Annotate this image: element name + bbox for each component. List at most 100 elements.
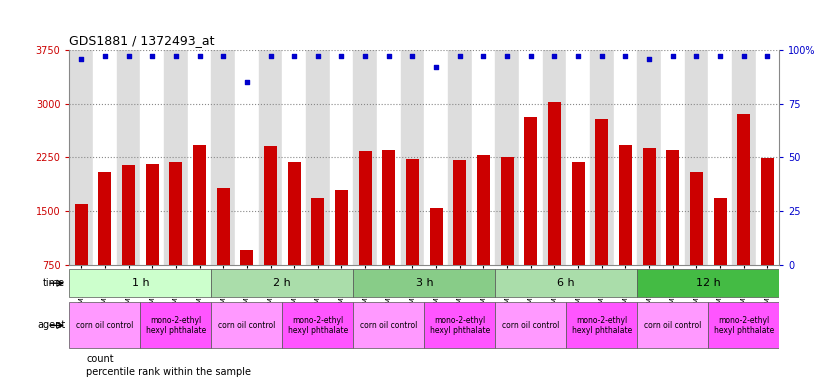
Bar [430,208,442,265]
Bar [637,50,661,265]
Point [737,53,750,60]
Bar [738,114,750,265]
Text: 6 h: 6 h [557,278,575,288]
Bar [353,50,377,265]
Bar [259,50,282,265]
Bar [472,50,495,265]
Text: corn oil control: corn oil control [360,321,418,330]
Bar [140,50,164,265]
Point [122,53,135,60]
Bar [211,270,353,297]
Bar [235,50,259,265]
Bar [306,50,330,265]
Point [75,55,87,61]
Point [453,53,466,60]
Bar [288,162,300,265]
Point [619,53,632,60]
Bar [211,50,235,265]
Bar [525,117,537,265]
Bar [708,303,779,349]
Point [240,79,253,85]
Bar [241,250,253,265]
Point [216,53,229,60]
Bar [619,144,632,265]
Point [500,53,513,60]
Bar [406,159,419,265]
Text: 12 h: 12 h [696,278,721,288]
Bar [217,188,229,265]
Bar [312,198,324,265]
Bar [359,151,371,265]
Point [169,53,182,60]
Bar [708,50,732,265]
Bar [424,50,448,265]
Bar [732,50,756,265]
Text: 3 h: 3 h [415,278,433,288]
Text: mono-2-ethyl
hexyl phthalate: mono-2-ethyl hexyl phthalate [430,316,490,335]
Point [666,53,679,60]
Bar [596,119,608,265]
Bar [424,303,495,349]
Bar [714,198,726,265]
Bar [519,50,543,265]
Point [311,53,324,60]
Text: mono-2-ethyl
hexyl phthalate: mono-2-ethyl hexyl phthalate [714,316,774,335]
Bar [170,162,182,265]
Bar [140,303,211,349]
Text: 2 h: 2 h [273,278,291,288]
Bar [637,303,708,349]
Point [690,53,703,60]
Bar [69,303,140,349]
Text: agent: agent [37,320,65,331]
Bar [477,155,490,265]
Bar [122,165,135,265]
Bar [566,303,637,349]
Bar [454,160,466,265]
Point [264,53,277,60]
Point [382,53,395,60]
Bar [566,50,590,265]
Point [193,53,206,60]
Text: corn oil control: corn oil control [218,321,276,330]
Bar [264,146,277,265]
Bar [146,164,158,265]
Bar [543,50,566,265]
Text: corn oil control: corn oil control [644,321,702,330]
Bar [637,270,779,297]
Text: mono-2-ethyl
hexyl phthalate: mono-2-ethyl hexyl phthalate [146,316,206,335]
Text: corn oil control: corn oil control [502,321,560,330]
Point [713,53,726,60]
Bar [661,50,685,265]
Bar [75,204,87,265]
Bar [335,190,348,265]
Point [335,53,348,60]
Bar [614,50,637,265]
Bar [69,50,93,265]
Point [524,53,537,60]
Bar [401,50,424,265]
Bar [193,145,206,265]
Text: count: count [86,354,114,364]
Bar [572,162,584,265]
Text: corn oil control: corn oil control [76,321,134,330]
Text: percentile rank within the sample: percentile rank within the sample [86,367,251,377]
Bar [501,157,513,265]
Text: time: time [43,278,65,288]
Bar [282,303,353,349]
Bar [383,149,395,265]
Bar [495,270,637,297]
Point [595,53,608,60]
Text: GDS1881 / 1372493_at: GDS1881 / 1372493_at [69,34,215,47]
Bar [164,50,188,265]
Point [477,53,490,60]
Bar [548,102,561,265]
Point [571,53,584,60]
Point [642,55,655,61]
Point [145,53,158,60]
Bar [211,303,282,349]
Text: mono-2-ethyl
hexyl phthalate: mono-2-ethyl hexyl phthalate [572,316,632,335]
Bar [99,172,111,265]
Point [429,64,442,70]
Bar [690,172,703,265]
Bar [667,149,679,265]
